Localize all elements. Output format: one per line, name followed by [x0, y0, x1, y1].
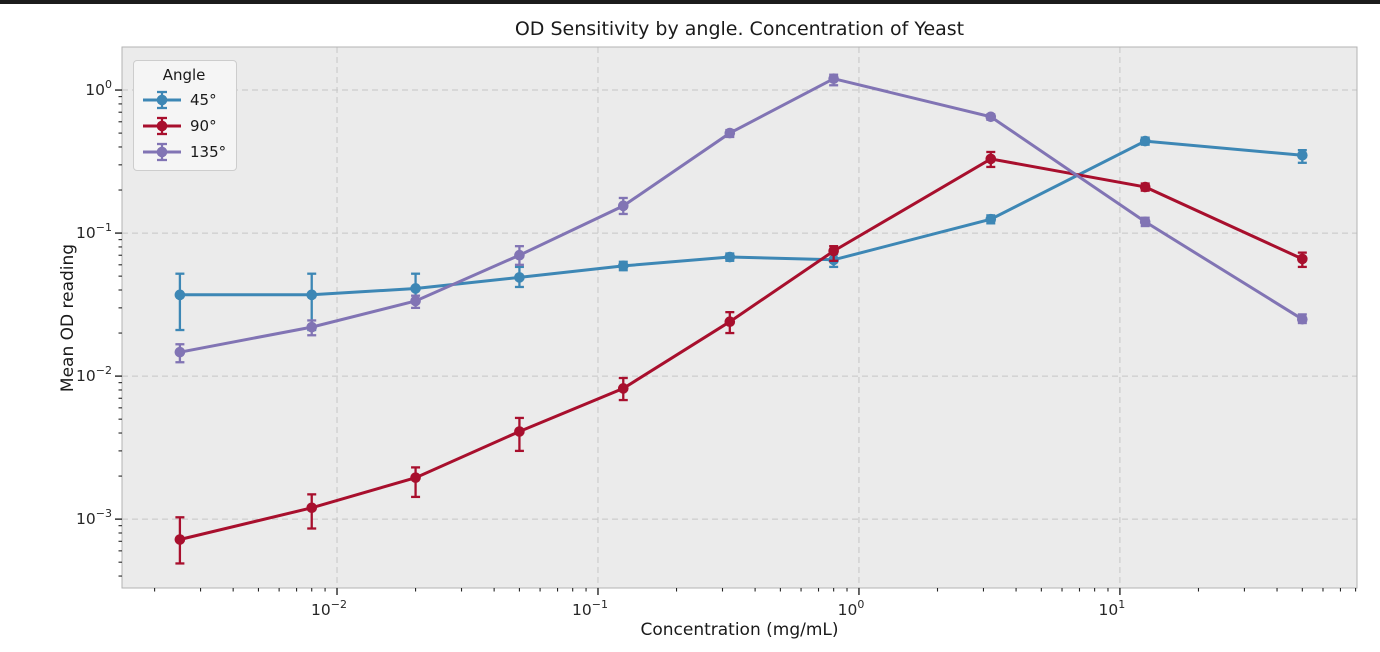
chart-title: OD Sensitivity by angle. Concentration o…	[514, 18, 965, 40]
legend-marker-135deg	[143, 142, 181, 162]
tick-label: 10−2	[311, 598, 347, 619]
data-point-marker	[410, 283, 421, 294]
data-point-marker	[306, 289, 318, 301]
data-point-marker	[1139, 135, 1151, 147]
data-point-marker	[1139, 216, 1151, 228]
axes-spines	[121, 46, 1358, 589]
legend-title: Angle	[162, 66, 206, 84]
data-point-marker	[985, 213, 997, 225]
data-point-marker	[985, 111, 997, 123]
legend-entry: 90°	[142, 113, 226, 139]
tick-label: 10−2	[76, 364, 112, 385]
legend-marker-45deg	[143, 90, 181, 110]
series-45deg	[174, 135, 1308, 332]
tick-label: 101	[1099, 598, 1126, 619]
tick-label: 100	[85, 78, 112, 99]
window-top-border	[0, 0, 1380, 4]
axis-ticks	[115, 89, 1357, 595]
data-point-marker	[514, 249, 525, 261]
legend-entry: 45°	[142, 87, 226, 113]
data-point-marker	[1297, 313, 1308, 325]
data-point-marker	[617, 200, 629, 212]
y-axis-label: Mean OD reading	[58, 243, 78, 393]
data-point-marker	[724, 127, 736, 139]
data-point-marker	[1297, 253, 1308, 265]
series-90deg	[174, 150, 1308, 565]
data-point-marker	[724, 251, 736, 263]
tick-label: 10−3	[76, 507, 112, 528]
data-point-marker	[410, 472, 421, 483]
data-point-marker	[514, 272, 525, 283]
data-point-marker	[617, 383, 629, 394]
data-point-marker	[306, 321, 318, 333]
tick-label: 10−1	[572, 598, 608, 619]
legend-entry-label: 45°	[190, 91, 217, 109]
series-135deg	[174, 73, 1308, 364]
data-point-marker	[617, 260, 629, 272]
grid	[122, 47, 1357, 588]
legend-entries: 45° 90° 135°	[142, 87, 226, 165]
data-point-marker	[724, 316, 736, 328]
data-point-marker	[1139, 181, 1151, 193]
legend: Angle 45° 90° 135°	[133, 60, 238, 171]
error-bar	[175, 272, 185, 332]
data-point-marker	[828, 245, 839, 257]
data-point-marker	[174, 289, 186, 301]
tick-label: 10−1	[76, 221, 112, 242]
series-line	[179, 77, 1304, 354]
legend-entry-label: 90°	[190, 117, 217, 135]
x-axis-label: Concentration (mg/mL)	[640, 620, 839, 640]
data-point-marker	[306, 502, 318, 514]
data-point-marker	[985, 153, 997, 165]
data-point-marker	[514, 426, 525, 437]
plot-background	[122, 47, 1357, 588]
series-line	[179, 157, 1303, 541]
legend-marker-90deg	[143, 116, 181, 136]
series-line	[179, 139, 1303, 297]
data-point-marker	[174, 346, 186, 358]
axis-tick-labels: 10−2 10−1 100 101 100 10−1 10−2 10−3	[76, 78, 1125, 619]
data-point-marker	[828, 73, 839, 85]
data-point-marker	[410, 295, 421, 307]
tick-label: 100	[838, 598, 865, 619]
data-point-marker	[1297, 149, 1308, 161]
data-point-marker	[174, 534, 186, 545]
legend-entry-label: 135°	[190, 143, 227, 161]
legend-entry: 135°	[142, 139, 226, 165]
